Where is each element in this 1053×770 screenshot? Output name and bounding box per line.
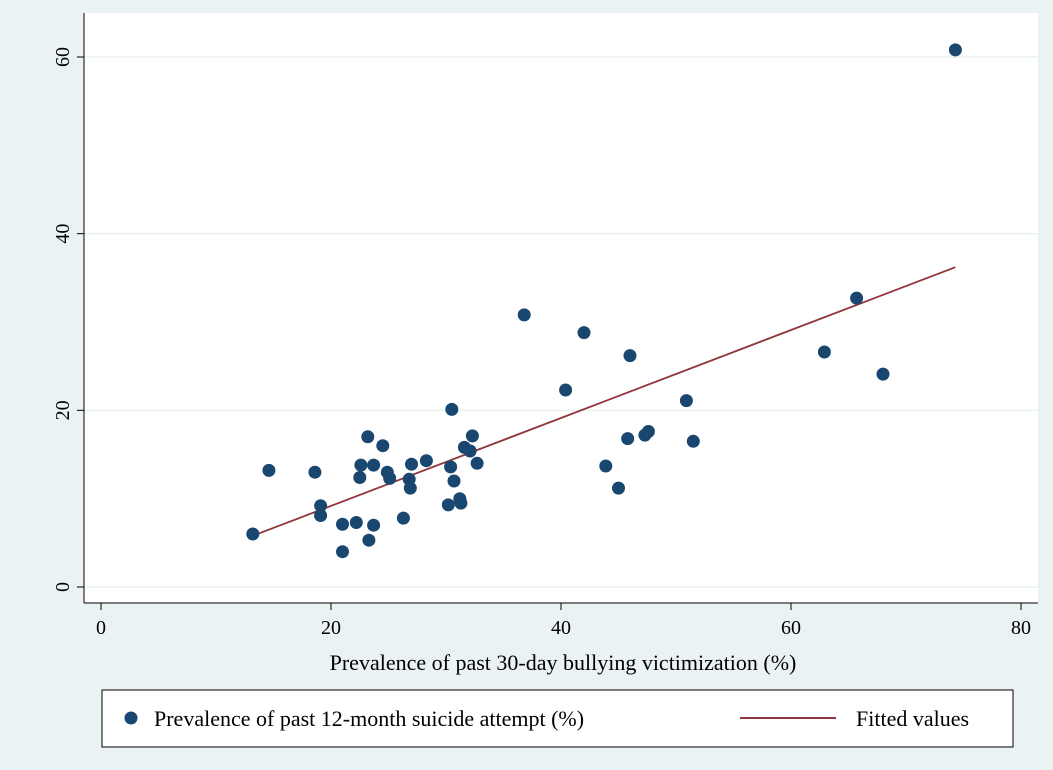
data-point (686, 434, 700, 448)
data-point (367, 458, 381, 472)
series (246, 43, 962, 559)
legend-marker-scatter (124, 711, 138, 725)
data-point (354, 458, 368, 472)
data-point (353, 471, 367, 484)
data-point (850, 291, 864, 305)
data-point (621, 432, 635, 446)
data-point (396, 511, 410, 525)
data-point (246, 527, 260, 541)
data-point (465, 429, 479, 443)
data-point (419, 454, 433, 468)
y-tick-label: 0 (52, 582, 74, 592)
x-tick-label: 0 (96, 617, 106, 639)
data-point (403, 481, 417, 495)
data-point (517, 308, 531, 322)
data-point (383, 471, 397, 485)
legend-label-fitted: Fitted values (856, 706, 969, 731)
data-point (641, 425, 655, 438)
data-point (336, 545, 349, 559)
data-point (463, 444, 477, 458)
data-point (349, 516, 363, 529)
data-point (612, 481, 625, 495)
plot-background (84, 13, 1038, 603)
data-point (314, 499, 328, 513)
x-tick-label: 60 (781, 617, 801, 639)
data-point (679, 394, 693, 408)
y-tick-label: 60 (52, 47, 74, 67)
y-tick-label: 40 (52, 224, 74, 244)
data-point (367, 518, 381, 532)
data-point (405, 457, 418, 471)
gridlines (84, 56, 1038, 588)
data-point (441, 498, 455, 512)
data-point (599, 459, 613, 473)
data-point (314, 509, 328, 522)
data-point (262, 463, 276, 477)
fit-line (252, 266, 956, 537)
data-point (447, 474, 461, 488)
data-point (559, 383, 573, 397)
data-point (470, 456, 484, 470)
x-tick-label: 80 (1011, 617, 1031, 639)
legend-box (101, 689, 1014, 748)
x-ticks: 0 20 40 60 80 (96, 603, 1031, 639)
data-point (361, 430, 375, 444)
data-point (308, 465, 322, 479)
data-point (445, 402, 459, 416)
legend-label-scatter: Prevalence of past 12-month suicide atte… (154, 706, 584, 731)
legend: Prevalence of past 12-month suicide atte… (101, 689, 1014, 748)
data-point (817, 345, 831, 359)
data-point (444, 460, 458, 474)
data-point (948, 43, 962, 57)
data-point (876, 367, 890, 381)
data-point (376, 439, 390, 453)
y-ticks: 0 20 40 60 (52, 47, 84, 592)
data-point (577, 326, 591, 340)
y-tick-label: 20 (52, 400, 74, 420)
x-tick-label: 40 (551, 617, 571, 639)
data-point (336, 517, 349, 531)
data-point (623, 349, 637, 363)
data-point (454, 496, 468, 510)
x-axis-title: Prevalence of past 30-day bullying victi… (330, 650, 797, 675)
data-point (362, 533, 376, 547)
x-tick-label: 20 (321, 617, 341, 639)
